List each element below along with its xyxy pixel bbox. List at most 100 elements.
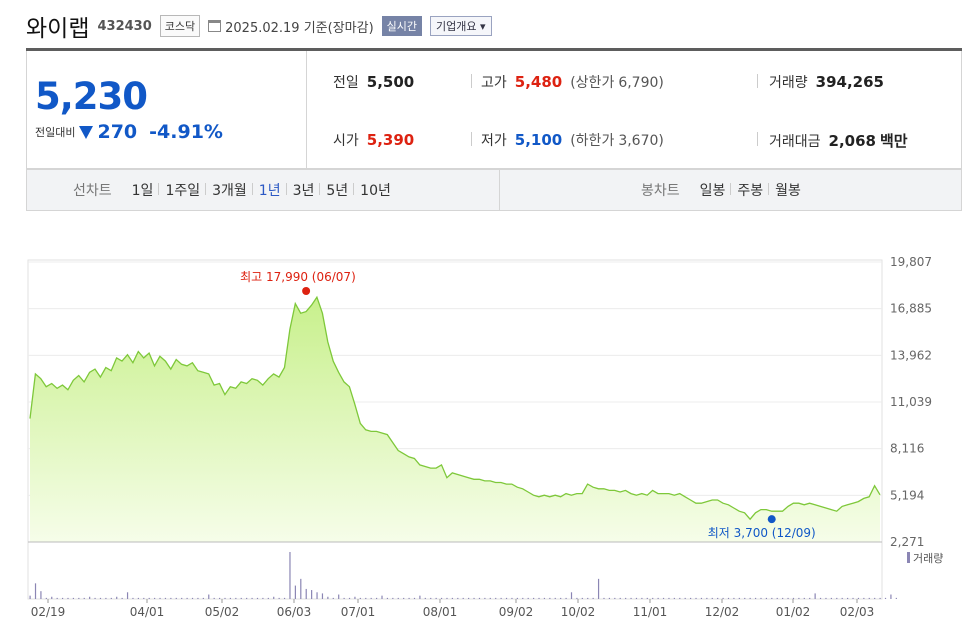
volume-bar [478, 597, 481, 599]
volume-bar [267, 597, 269, 599]
volume-bar [435, 597, 437, 599]
period-1y[interactable]: 1년 [251, 180, 287, 200]
volume-bar [500, 597, 502, 599]
volume-bar [246, 597, 248, 599]
volume-bar [782, 597, 784, 599]
x-tick-label: 02/03 [840, 605, 875, 619]
volume-bar [186, 597, 188, 599]
lower-limit-value: 3,670) [618, 133, 664, 149]
volume-bar [251, 597, 253, 599]
volume-bar [706, 597, 708, 599]
volume: 거래량 394,265 [769, 72, 884, 92]
period-1w[interactable]: 1주일 [158, 180, 206, 200]
volume-bar [776, 597, 778, 599]
volume-bar [744, 597, 746, 599]
price-chart[interactable]: 19,807 16,885 13,962 11,039 8,116 5,194 2,271 최… [0, 212, 962, 641]
volume-bar [121, 597, 123, 599]
volume-bar [505, 597, 508, 599]
volume-bar [673, 597, 675, 599]
volume-bar [462, 597, 464, 599]
x-tick-label: 11/01 [633, 605, 668, 619]
divider [471, 74, 472, 88]
x-tick-label: 04/01 [130, 605, 165, 619]
volume-bar [240, 597, 242, 599]
volume-bar [321, 593, 324, 599]
volume-bar [408, 597, 410, 599]
volume-bar [110, 597, 112, 599]
volume-label: 거래량 [769, 75, 808, 91]
volume-bar [608, 597, 610, 599]
company-overview-dropdown[interactable]: 기업개요 ▾ [430, 16, 492, 36]
stock-name: 와이랩 [26, 16, 90, 42]
volume-bar [711, 597, 713, 599]
max-price-point [302, 287, 311, 296]
volume-value: 394,265 [815, 73, 884, 91]
upper-limit-label: (상한가 [570, 75, 615, 91]
period-3m[interactable]: 3개월 [205, 180, 253, 200]
volume-bar [630, 597, 632, 599]
divider [471, 132, 472, 146]
open-price: 시가 5,390 [333, 130, 414, 150]
volume-bar [597, 578, 600, 599]
volume-bar [256, 597, 259, 599]
volume-bar [67, 597, 69, 599]
volume-bar [895, 597, 897, 599]
candle-daily[interactable]: 일봉 [699, 183, 726, 199]
volume-bar [83, 597, 85, 599]
trade-amount-label: 거래대금 [769, 134, 821, 150]
volume-bar [457, 597, 459, 599]
volume-bar [294, 585, 296, 599]
volume-bar [760, 597, 762, 599]
plot-frame [27, 259, 883, 600]
volume-bar [191, 597, 194, 599]
volume-bar [495, 597, 497, 599]
volume-bar [224, 597, 226, 599]
volume-bar [533, 597, 535, 599]
volume-bar [316, 592, 318, 599]
period-3y[interactable]: 3년 [285, 180, 321, 200]
candle-monthly[interactable]: 월봉 [768, 180, 807, 200]
volume-bar [884, 597, 887, 599]
volume-bar [543, 597, 546, 599]
x-tick-label: 10/02 [561, 605, 596, 619]
volume-bar [646, 597, 648, 599]
as-of-date-text: 2025.02.19 기준(장마감) [225, 20, 374, 36]
stock-header: 와이랩 432430 코스닥 2025.02.19 기준(장마감) 실시간 기업… [26, 8, 492, 44]
price-line [29, 295, 881, 521]
volume-bar [116, 596, 118, 599]
volume-bar [403, 597, 405, 599]
current-price-panel: 5,230 전일대비 270 -4.91% [27, 51, 307, 168]
volume-bar [798, 597, 800, 599]
candle-chart-label: 봉차트 [641, 183, 680, 199]
period-10y[interactable]: 10년 [353, 180, 397, 200]
volume-bar [489, 597, 491, 599]
change-percent: -4.91% [149, 121, 223, 143]
volume-bar [94, 597, 96, 599]
volume-bar [419, 595, 421, 599]
volume-bar [154, 597, 156, 599]
x-tick-label: 12/02 [705, 605, 740, 619]
volume-bar [381, 595, 383, 599]
volume-bar [890, 594, 892, 599]
y-tick-label: 5,194 [890, 488, 924, 502]
low-value: 5,100 [514, 131, 563, 149]
volume-bar [619, 597, 621, 599]
volume-bar [852, 597, 854, 599]
period-bar-divider [499, 170, 500, 210]
volume-bar [430, 597, 432, 599]
candle-weekly[interactable]: 주봉 [730, 180, 769, 200]
volume-bar [137, 597, 139, 599]
volume-bar [197, 597, 199, 599]
divider [757, 132, 758, 146]
period-5y[interactable]: 5년 [319, 180, 354, 200]
volume-bar [581, 597, 583, 599]
volume-bar [78, 597, 80, 599]
volume-bar [213, 597, 215, 599]
volume-bar [51, 596, 53, 599]
realtime-button[interactable]: 실시간 [381, 16, 423, 36]
high-label: 고가 [481, 75, 507, 91]
prev-close-label: 전일 [333, 75, 359, 91]
low-label: 저가 [481, 133, 507, 149]
volume-bar [61, 597, 64, 599]
period-1d[interactable]: 1일 [131, 183, 154, 199]
